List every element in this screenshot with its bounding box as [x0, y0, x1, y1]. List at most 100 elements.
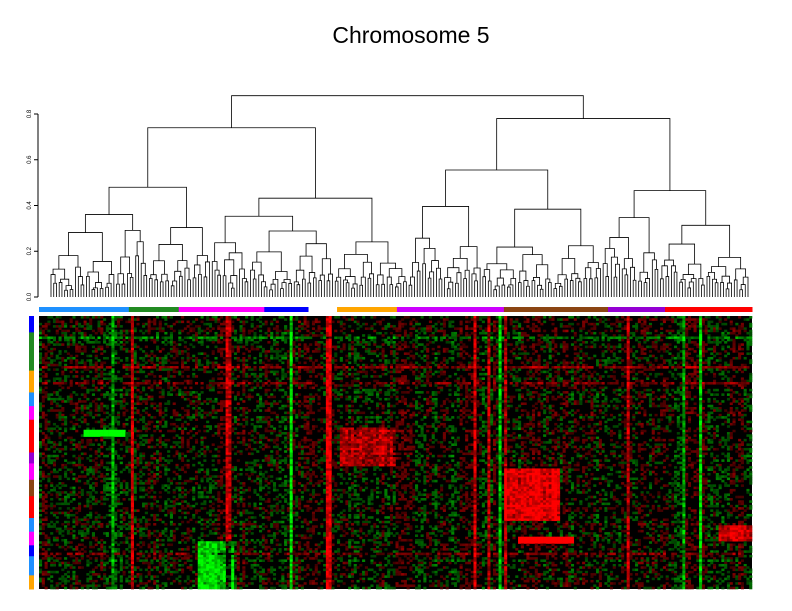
row-group-segment [29, 545, 34, 557]
heatmap-cell [696, 336, 700, 340]
heatmap-cell [573, 400, 577, 403]
heatmap-cell [676, 363, 680, 367]
heatmap-cell [490, 375, 494, 378]
heatmap-cell [470, 377, 474, 380]
heatmap-cell [231, 366, 235, 369]
heatmap-cell [158, 404, 162, 408]
heatmap-cell [685, 393, 689, 396]
heatmap-cell [242, 363, 246, 367]
heatmap-cell [465, 391, 469, 394]
heatmap-cell [648, 402, 653, 406]
heatmap-cell [570, 397, 575, 401]
heatmap-cell [155, 381, 160, 385]
heatmap-cell [220, 336, 224, 340]
heatmap-cell [699, 338, 703, 342]
heatmap-cell [220, 331, 224, 335]
heatmap-cell [233, 407, 238, 410]
heatmap-cell [662, 345, 666, 349]
heatmap-cell [740, 322, 744, 326]
heatmap-cell [687, 366, 692, 369]
heatmap-cell [701, 347, 705, 351]
heatmap-cell [749, 393, 753, 396]
heatmap-cell [217, 372, 221, 376]
heatmap-cell [406, 404, 410, 408]
heatmap-cell [75, 354, 79, 358]
heatmap-cell [47, 361, 51, 365]
dendrogram-branch [184, 267, 190, 297]
heatmap-cell [39, 361, 43, 365]
dendrogram-branch [149, 278, 153, 297]
heatmap-cell [66, 352, 70, 355]
heatmap-cell [707, 325, 711, 328]
heatmap-cell [164, 377, 168, 380]
heatmap-cell [545, 377, 549, 380]
heatmap-cell [384, 354, 388, 358]
heatmap-cell [612, 370, 616, 374]
heatmap-cell [629, 318, 633, 321]
heatmap-cell [373, 384, 377, 387]
heatmap-cell [44, 322, 48, 326]
heatmap-cell [300, 402, 304, 406]
heatmap-cell [442, 381, 446, 385]
heatmap-cell [206, 354, 210, 358]
heatmap-cell [295, 331, 299, 335]
heatmap-cell [250, 386, 254, 390]
heatmap-cell [579, 336, 583, 340]
heatmap-cell [130, 368, 134, 371]
heatmap-cell [328, 368, 332, 371]
heatmap-cell [181, 352, 185, 355]
heatmap-cell [629, 347, 633, 351]
heatmap-cell [192, 375, 196, 378]
heatmap-cell [501, 386, 505, 390]
heatmap-cell [473, 363, 477, 367]
heatmap-cell [612, 381, 616, 385]
dendrogram-branch [431, 260, 439, 272]
heatmap-cell [289, 334, 293, 337]
heatmap-cell [473, 381, 477, 385]
dendrogram-branch [632, 279, 637, 297]
heatmap-cell [646, 377, 650, 380]
heatmap-cell [682, 359, 686, 362]
heatmap-cell [640, 316, 644, 319]
heatmap-cell [537, 366, 541, 369]
heatmap-cell [490, 395, 494, 399]
heatmap-cell [208, 361, 212, 365]
heatmap-cell [682, 325, 686, 328]
heatmap-cell [693, 322, 697, 326]
heatmap-cell [362, 341, 366, 344]
heatmap-cell [214, 331, 218, 335]
heatmap-cell [707, 316, 711, 319]
heatmap-cell [512, 377, 516, 380]
heatmap-cell [370, 352, 374, 355]
heatmap-cell [701, 341, 705, 344]
heatmap-cell [130, 320, 134, 324]
heatmap-cell [133, 336, 137, 340]
heatmap-cell [303, 334, 307, 337]
column-group-segment [264, 307, 310, 312]
heatmap-cell [543, 393, 547, 396]
heatmap-cell [116, 377, 121, 380]
heatmap-cell [155, 359, 160, 362]
heatmap-cell [259, 316, 263, 319]
heatmap-cell [529, 381, 533, 385]
heatmap-cell [314, 320, 318, 324]
heatmap-cell [264, 356, 268, 360]
heatmap-cell [155, 334, 160, 337]
heatmap-cell [540, 404, 544, 408]
heatmap-cell [309, 381, 313, 385]
heatmap-cell [289, 395, 293, 399]
heatmap-cell [233, 397, 238, 401]
heatmap-cell [682, 327, 686, 330]
heatmap-cell [128, 320, 132, 324]
heatmap-cell [289, 325, 293, 328]
heatmap-cell [548, 368, 552, 371]
heatmap-cell [167, 379, 171, 383]
heatmap-cell [147, 397, 151, 401]
heatmap-cell [323, 368, 327, 371]
heatmap-cell [284, 404, 288, 408]
heatmap-cell [44, 345, 48, 349]
heatmap-cell [448, 341, 452, 344]
heatmap-cell [632, 370, 636, 374]
heatmap-cell [729, 320, 733, 324]
heatmap-cell [250, 345, 254, 349]
